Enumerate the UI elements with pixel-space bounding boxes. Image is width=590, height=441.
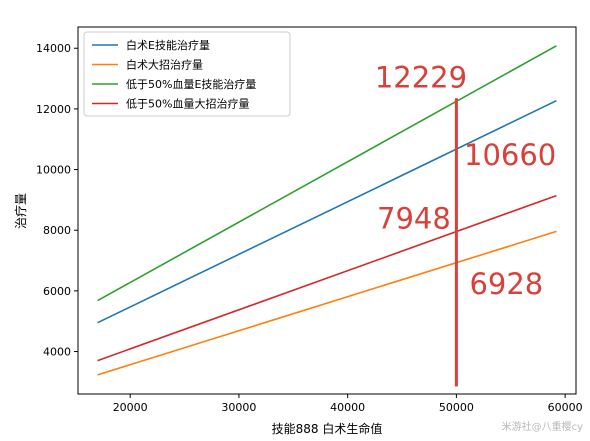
y-tick-label: 6000 xyxy=(43,285,71,298)
y-axis-label: 治疗量 xyxy=(14,193,28,229)
x-tick-label: 50000 xyxy=(439,401,474,414)
annotations: 12229 10660 7948 6928 xyxy=(375,61,556,301)
x-axis-label: 技能888 白术生命值 xyxy=(272,421,383,436)
y-tick-label: 10000 xyxy=(36,164,71,177)
series-layer xyxy=(97,45,557,376)
x-tick-label: 20000 xyxy=(113,401,148,414)
series-line-0 xyxy=(97,99,557,324)
series-line-1 xyxy=(97,230,557,376)
y-tick-label: 8000 xyxy=(43,224,71,237)
annotation-1: 10660 xyxy=(464,138,556,172)
legend-label-0: 白术E技能治疗量 xyxy=(126,38,210,52)
y-tick-label: 12000 xyxy=(36,103,71,116)
legend-label-1: 白术大招治疗量 xyxy=(126,58,203,72)
y-tick-label: 14000 xyxy=(36,42,71,55)
y-axis-ticks: 4000 6000 8000 10000 12000 14000 xyxy=(36,42,78,359)
x-tick-label: 60000 xyxy=(548,401,583,414)
annotation-0: 12229 xyxy=(375,61,467,95)
series-line-3 xyxy=(97,194,557,362)
x-axis-ticks: 20000 30000 40000 50000 60000 xyxy=(113,394,583,414)
y-tick-label: 4000 xyxy=(43,346,71,359)
legend-box xyxy=(83,31,291,117)
x-tick-label: 40000 xyxy=(330,401,365,414)
watermark: 米游社@八重樱cy xyxy=(502,420,583,433)
annotation-3: 6928 xyxy=(469,267,543,301)
annotation-2: 7948 xyxy=(377,202,451,236)
series-line-2 xyxy=(97,45,557,302)
x-tick-label: 30000 xyxy=(221,401,256,414)
legend-label-2: 低于50%血量E技能治疗量 xyxy=(126,77,256,91)
legend-label-3: 低于50%血量大招治疗量 xyxy=(126,97,249,111)
